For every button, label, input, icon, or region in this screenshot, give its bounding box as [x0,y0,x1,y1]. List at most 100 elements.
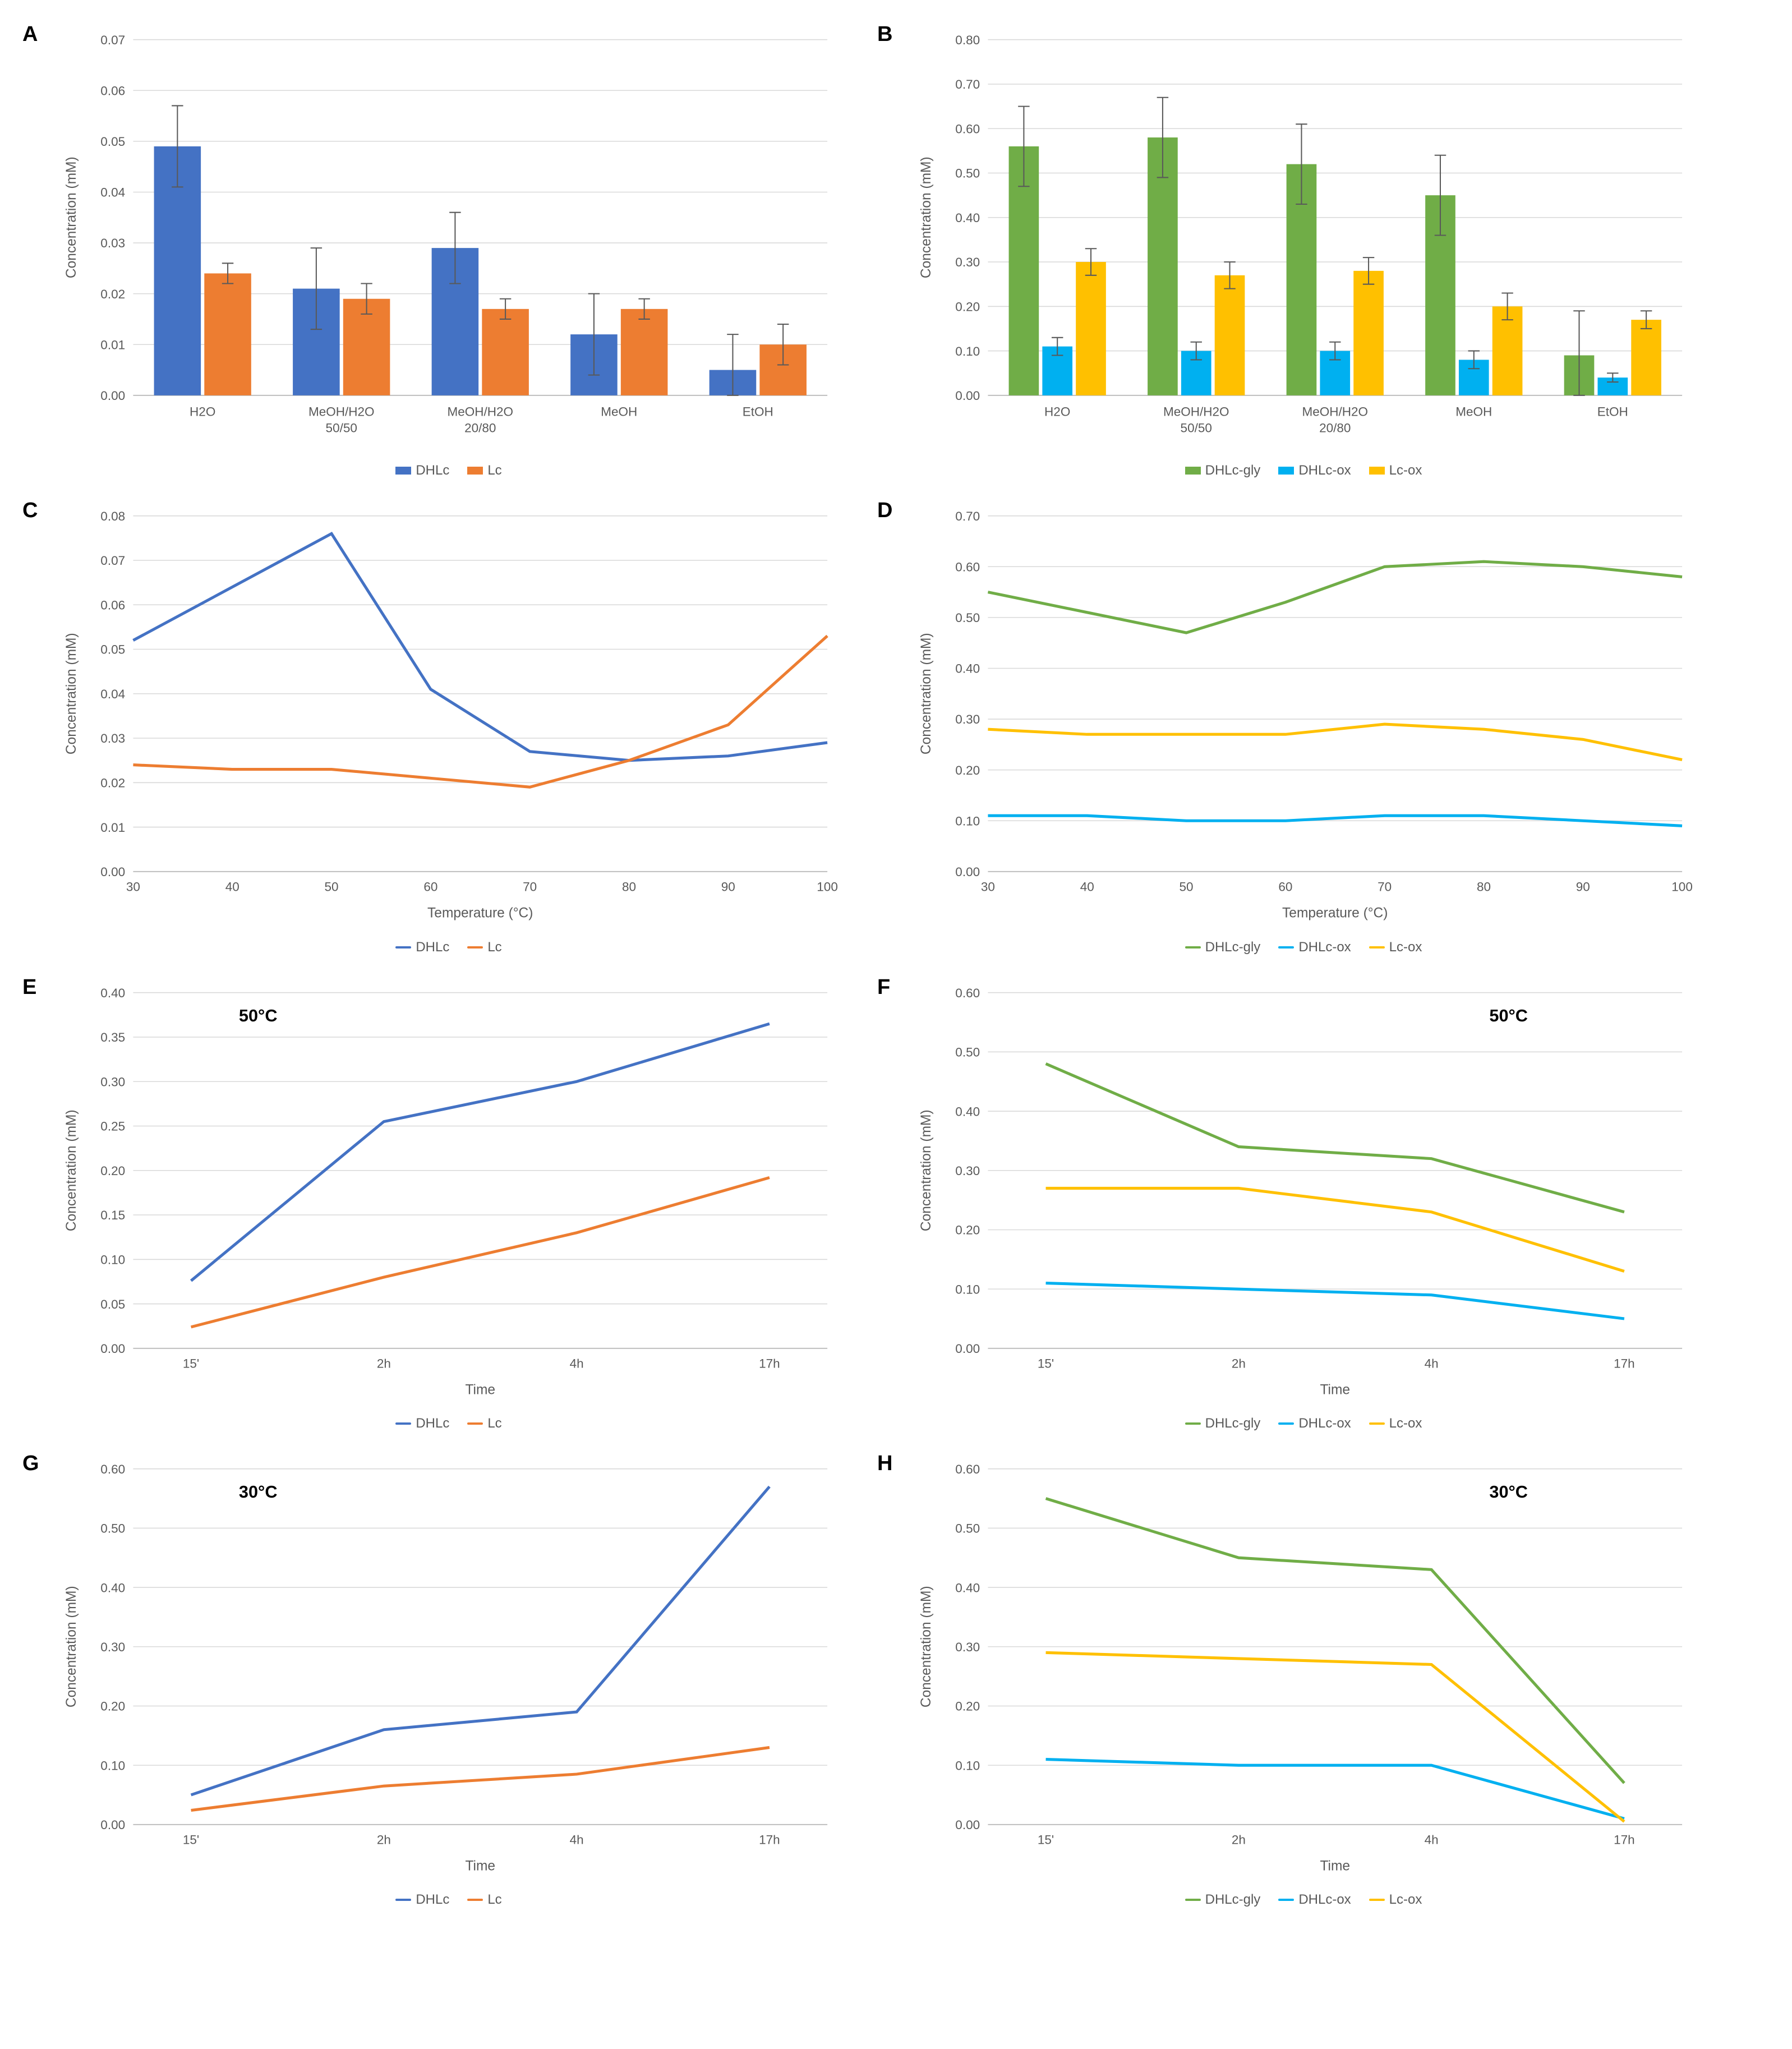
svg-text:0.00: 0.00 [100,389,125,403]
panel-D: D0.000.100.200.300.400.500.600.70Concent… [877,499,1705,955]
svg-text:EtOH: EtOH [1597,405,1628,419]
svg-text:90: 90 [721,880,735,894]
legend-item: Lc [467,463,501,478]
svg-text:0.00: 0.00 [100,865,125,879]
svg-text:0.60: 0.60 [955,1462,980,1476]
panel-A: A0.000.010.020.030.040.050.060.07Concent… [22,22,850,478]
chart: 0.000.010.020.030.040.050.060.070.08Conc… [47,499,850,934]
svg-text:Temperature (°C): Temperature (°C) [427,906,533,921]
panel-C: C0.000.010.020.030.040.050.060.070.08Con… [22,499,850,955]
svg-text:Concentration (mM): Concentration (mM) [919,156,934,278]
series-line [191,1486,770,1795]
svg-text:0.25: 0.25 [100,1119,125,1133]
panel-H: H0.000.100.200.300.400.500.60Concentrati… [877,1452,1705,1908]
svg-text:0.40: 0.40 [955,662,980,676]
legend: DHLc-glyDHLc-oxLc-ox [1185,940,1422,955]
legend-swatch [1369,946,1385,948]
legend: DHLc-glyDHLc-oxLc-ox [1185,463,1422,478]
svg-text:Concentration (mM): Concentration (mM) [919,1109,934,1231]
svg-text:0.20: 0.20 [100,1700,125,1714]
chart: 0.000.050.100.150.200.250.300.350.40Conc… [47,975,850,1411]
svg-text:0.70: 0.70 [955,509,980,523]
bar [204,273,251,395]
legend-item: DHLc-ox [1278,1892,1351,1908]
chart: 0.000.010.020.030.040.050.060.07Concentr… [47,22,850,458]
svg-text:0.50: 0.50 [955,611,980,625]
svg-text:Concentration (mM): Concentration (mM) [64,1586,79,1707]
legend-swatch [395,1899,411,1901]
legend: DHLc-glyDHLc-oxLc-ox [1185,1892,1422,1908]
svg-text:2h: 2h [1232,1356,1246,1370]
legend-item: Lc [467,1892,501,1908]
svg-text:0.50: 0.50 [955,167,980,181]
svg-text:50: 50 [325,880,339,894]
series-line [1046,1063,1624,1212]
legend-item: DHLc [395,463,449,478]
legend-item: DHLc [395,940,449,955]
svg-text:Concentration (mM): Concentration (mM) [64,156,79,278]
legend-swatch [395,946,411,948]
legend: DHLc Lc [395,940,501,955]
svg-text:0.00: 0.00 [955,865,980,879]
legend-item: Lc-ox [1369,1416,1422,1431]
svg-text:0.60: 0.60 [100,1462,125,1476]
svg-text:0.01: 0.01 [100,338,125,352]
series-line [988,562,1682,633]
series-line [191,1748,770,1811]
svg-text:100: 100 [1671,880,1693,894]
svg-text:20/80: 20/80 [1319,421,1351,435]
svg-text:0.60: 0.60 [955,122,980,136]
svg-text:0.40: 0.40 [100,986,125,1000]
panel-label: B [877,22,902,47]
legend-item: DHLc-gly [1185,1416,1261,1431]
svg-text:50/50: 50/50 [326,421,357,435]
svg-text:Time: Time [1320,1859,1350,1874]
legend-swatch [1185,1422,1201,1425]
legend-label: DHLc-ox [1298,1892,1351,1908]
svg-text:MeOH: MeOH [1455,405,1492,419]
legend-label: DHLc [416,1892,449,1908]
legend-swatch [395,1422,411,1425]
panel-B: B0.000.100.200.300.400.500.600.700.80Con… [877,22,1705,478]
legend-item: DHLc [395,1892,449,1908]
legend-label: Lc [487,940,501,955]
series-line [1046,1760,1624,1819]
svg-text:60: 60 [423,880,437,894]
panel-label: F [877,975,902,1000]
svg-text:4h: 4h [570,1833,584,1847]
svg-text:0.20: 0.20 [955,1223,980,1237]
svg-text:70: 70 [1378,880,1392,894]
legend-swatch [467,1422,483,1425]
legend-swatch [1278,467,1294,475]
legend-label: Lc [487,463,501,478]
svg-text:0.10: 0.10 [955,1282,980,1296]
svg-text:50: 50 [1180,880,1194,894]
svg-text:EtOH: EtOH [743,405,773,419]
figure-grid: A0.000.010.020.030.040.050.060.07Concent… [22,22,1705,1908]
panel-E: E0.000.050.100.150.200.250.300.350.40Con… [22,975,850,1431]
svg-text:0.01: 0.01 [100,821,125,835]
svg-text:0.10: 0.10 [955,1758,980,1772]
panel-label: G [22,1452,47,1476]
svg-text:H2O: H2O [190,405,215,419]
legend-swatch [1369,1899,1385,1901]
legend-swatch [467,946,483,948]
legend-label: DHLc-gly [1205,940,1261,955]
svg-text:17h: 17h [1614,1356,1635,1370]
svg-text:0.50: 0.50 [955,1045,980,1059]
legend-label: DHLc-ox [1298,463,1351,478]
legend-swatch [1278,946,1294,948]
chart: 0.000.100.200.300.400.500.600.70Concentr… [902,499,1705,934]
svg-text:0.20: 0.20 [100,1164,125,1178]
svg-text:MeOH/H2O: MeOH/H2O [447,405,513,419]
svg-text:Temperature (°C): Temperature (°C) [1282,906,1388,921]
svg-text:0.60: 0.60 [955,560,980,574]
svg-text:H2O: H2O [1044,405,1070,419]
svg-text:0.00: 0.00 [100,1342,125,1356]
chart: 0.000.100.200.300.400.500.60Concentratio… [902,975,1705,1411]
svg-text:0.03: 0.03 [100,236,125,250]
svg-text:Concentration (mM): Concentration (mM) [919,1586,934,1707]
svg-text:80: 80 [622,880,636,894]
svg-text:0.05: 0.05 [100,1297,125,1311]
legend-swatch [1278,1899,1294,1901]
